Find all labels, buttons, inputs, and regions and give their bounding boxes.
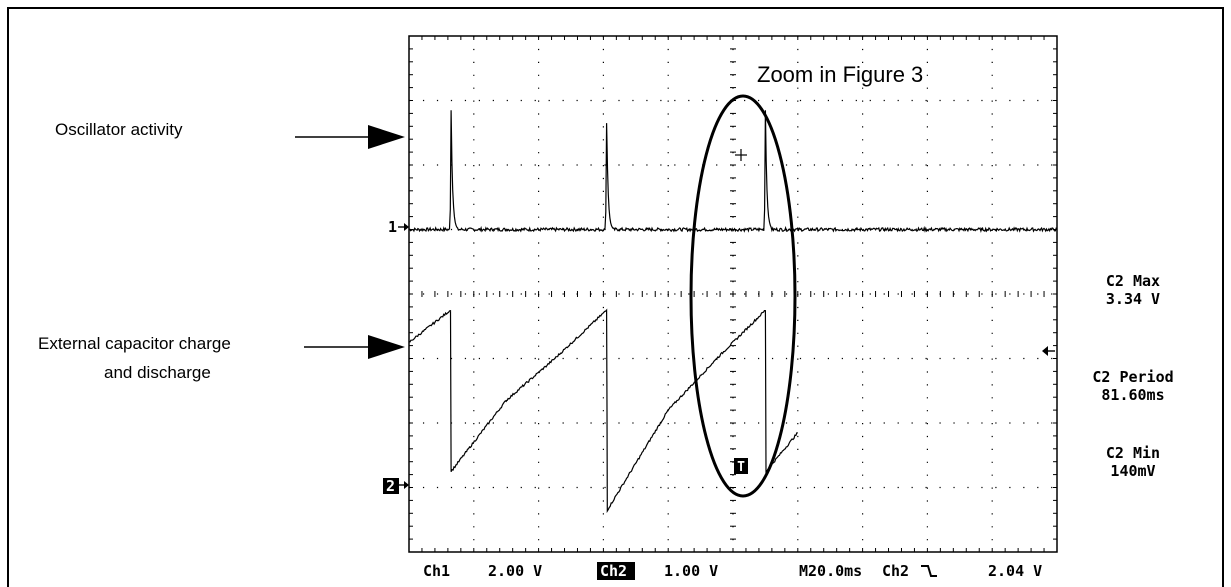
scope-footer: Ch1 2.00 V Ch2 1.00 V M20.0ms Ch2 2.04 V (423, 562, 1042, 580)
ch2-marker: 2 (383, 477, 409, 495)
figure-border (7, 7, 1224, 587)
oscillator-label: Oscillator activity (55, 120, 183, 139)
footer-ch1-name: Ch1 (423, 562, 450, 580)
footer-ch2-scale: 1.00 V (664, 562, 718, 580)
footer-trigger-source: Ch2 (882, 562, 909, 580)
footer-ch2-name: Ch2 (600, 562, 627, 580)
trigger-marker-label: T (737, 460, 745, 475)
footer-trigger-level: 2.04 V (988, 562, 1042, 580)
oscillator-arrow (295, 125, 405, 149)
footer-ch1-scale: 2.00 V (488, 562, 542, 580)
ch2-marker-label: 2 (386, 477, 395, 495)
ch2-trace (408, 308, 798, 514)
zoom-ellipse (689, 94, 797, 498)
trigger-level-arrow (1042, 346, 1055, 356)
measurement-period-value: 81.60ms (1101, 386, 1164, 404)
measurements-panel: C2 Max 3.34 V C2 Period 81.60ms C2 Min 1… (1092, 272, 1173, 480)
capacitor-arrow (304, 335, 405, 359)
ch1-marker-label: 1 (388, 218, 397, 236)
measurement-min-name: C2 Min (1106, 444, 1160, 462)
measurement-min-value: 140mV (1110, 462, 1155, 480)
measurement-max-name: C2 Max (1106, 272, 1160, 290)
capacitor-label-line1: External capacitor charge (38, 334, 231, 353)
measurement-period-name: C2 Period (1092, 368, 1173, 386)
zoom-label: Zoom in Figure 3 (757, 62, 923, 87)
falling-edge-icon (921, 565, 937, 577)
footer-timebase: M20.0ms (799, 562, 862, 580)
ch1-trace (408, 110, 1058, 234)
cursor-cross (735, 149, 747, 161)
trigger-marker: T (734, 458, 748, 475)
measurement-max-value: 3.34 V (1106, 290, 1160, 308)
scope-graticule (408, 35, 1058, 553)
capacitor-label-line2: and discharge (104, 363, 211, 382)
ch1-marker: 1 (388, 218, 409, 236)
